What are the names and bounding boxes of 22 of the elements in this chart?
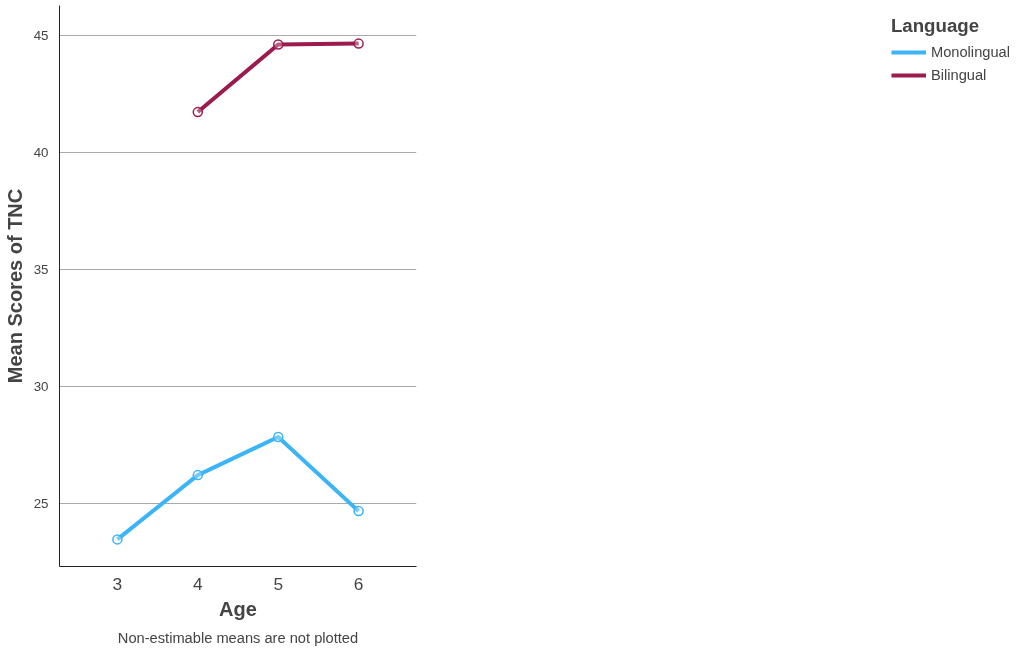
point <box>192 469 204 481</box>
point <box>272 39 284 50</box>
point <box>272 431 284 443</box>
y-tick-label: 40 <box>33 145 49 161</box>
x-axis-title: Age <box>219 597 257 620</box>
x-tick-label: 4 <box>192 573 203 594</box>
point <box>353 505 364 517</box>
point <box>112 534 123 545</box>
point <box>353 38 364 49</box>
y-axis-title: Mean Scores of TNC <box>3 188 26 384</box>
text: Non-estimable means are not plotted <box>117 629 359 646</box>
legend-label: Monolingual <box>930 44 1010 60</box>
x-tick-label: 3 <box>112 573 123 594</box>
y-tick-label: 45 <box>33 28 49 44</box>
legend-label: Bilingual <box>930 67 987 83</box>
point <box>192 106 204 118</box>
y-tick-label: 35 <box>33 262 49 278</box>
x-tick-label: 5 <box>273 573 284 594</box>
x-tick-label: 6 <box>353 573 364 594</box>
y-tick-label: 25 <box>33 495 49 511</box>
y-tick-label: 30 <box>33 379 49 395</box>
legend-title: Language <box>890 15 981 37</box>
